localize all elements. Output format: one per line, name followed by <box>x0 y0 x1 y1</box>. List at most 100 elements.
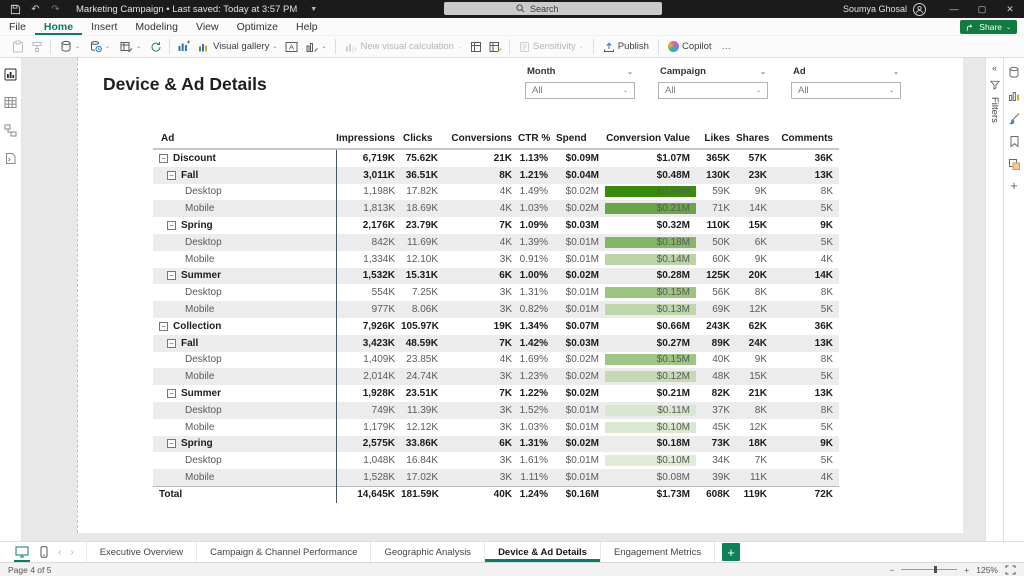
slicer-ad[interactable]: Ad⌄ All⌄ <box>791 65 901 99</box>
zoom-out-button[interactable]: − <box>889 565 894 575</box>
chevron-down-icon[interactable]: ⌄ <box>893 68 899 76</box>
title-caret-icon[interactable]: ▼ <box>310 6 317 13</box>
matrix-row-desktop-8[interactable]: Desktop554K7.25K3K1.31%$0.01M$0.15M56K8K… <box>153 284 839 301</box>
matrix-row-mobile-19[interactable]: Mobile1,528K17.02K3K1.11%$0.01M$0.08M39K… <box>153 469 839 486</box>
collapse-toggle-icon[interactable]: − <box>167 389 176 398</box>
menu-optimize[interactable]: Optimize <box>228 18 287 35</box>
slicer-month-dropdown[interactable]: All⌄ <box>525 82 635 99</box>
matrix-row-fall-1[interactable]: −Fall3,011K36.51K8K1.21%$0.04M$0.48M130K… <box>153 167 839 184</box>
new-visual-icon[interactable] <box>174 38 193 55</box>
model-view-icon[interactable] <box>4 124 17 137</box>
zoom-slider-handle[interactable] <box>934 566 937 573</box>
refresh-icon[interactable] <box>146 38 165 55</box>
dax-query-view-icon[interactable] <box>4 152 17 165</box>
ribbon-more-button[interactable]: … <box>717 38 738 56</box>
column-header-shares[interactable]: Shares <box>736 133 773 144</box>
redo-icon[interactable]: ↷ <box>50 4 61 15</box>
slicer-ad-dropdown[interactable]: All⌄ <box>791 82 901 99</box>
search-input[interactable]: Search <box>444 2 662 15</box>
matrix-row-summer-14[interactable]: −Summer1,928K23.51K7K1.22%$0.02M$0.21M82… <box>153 385 839 402</box>
column-header-conversion-value[interactable]: Conversion Value▼ <box>605 134 696 143</box>
column-header-clicks[interactable]: Clicks <box>401 133 444 144</box>
collapse-toggle-icon[interactable]: − <box>167 439 176 448</box>
build-visual-pane-icon[interactable] <box>1008 89 1021 102</box>
close-button[interactable]: ✕ <box>996 0 1024 18</box>
collapse-toggle-icon[interactable]: − <box>159 322 168 331</box>
publish-button[interactable]: Publish <box>598 38 654 56</box>
paste-icon[interactable] <box>8 38 27 55</box>
page-tab-campaign-channel-performance[interactable]: Campaign & Channel Performance <box>197 542 371 562</box>
mobile-layout-icon[interactable] <box>39 544 49 560</box>
more-visuals-button[interactable]: ⌄ <box>301 38 331 56</box>
fit-to-page-icon[interactable] <box>1005 565 1016 575</box>
matrix-row-spring-17[interactable]: −Spring2,575K33.86K6K1.31%$0.02M$0.18M73… <box>153 436 839 453</box>
matrix-visual[interactable]: AdImpressionsClicksConversionsCTR %Spend… <box>153 128 839 503</box>
text-box-icon[interactable]: A <box>282 38 301 55</box>
page-tab-executive-overview[interactable]: Executive Overview <box>86 542 197 562</box>
visual-gallery-button[interactable]: Visual gallery⌄ <box>193 38 282 56</box>
next-page-icon[interactable]: › <box>70 547 73 558</box>
get-data-button[interactable]: ⌄ <box>55 38 85 56</box>
matrix-row-mobile-3[interactable]: Mobile1,813K18.69K4K1.03%$0.02M$0.21M71K… <box>153 200 839 217</box>
share-button[interactable]: Share ⌄ <box>960 20 1017 34</box>
matrix-row-mobile-13[interactable]: Mobile2,014K24.74K3K1.23%$0.02M$0.12M48K… <box>153 368 839 385</box>
matrix-row-desktop-2[interactable]: Desktop1,198K17.82K4K1.49%$0.02M$0.26M59… <box>153 184 839 201</box>
matrix-row-summer-7[interactable]: −Summer1,532K15.31K6K1.00%$0.02M$0.28M12… <box>153 268 839 285</box>
table-view-icon[interactable] <box>4 96 17 109</box>
menu-file[interactable]: File <box>0 18 35 35</box>
slicer-campaign-dropdown[interactable]: All⌄ <box>658 82 768 99</box>
matrix-row-spring-4[interactable]: −Spring2,176K23.79K7K1.09%$0.03M$0.32M11… <box>153 217 839 234</box>
collapse-toggle-icon[interactable]: − <box>167 339 176 348</box>
collapse-toggle-icon[interactable]: − <box>167 271 176 280</box>
matrix-total-row[interactable]: Total14,645K181.59K40K1.24%$0.16M$1.73M6… <box>153 486 839 503</box>
column-header-ad[interactable]: Ad <box>153 133 336 144</box>
undo-icon[interactable]: ↶ <box>30 4 41 15</box>
page-tab-device-ad-details[interactable]: Device & Ad Details <box>485 542 601 562</box>
report-page[interactable]: Device & Ad Details Month⌄ All⌄ Campaign… <box>77 58 963 533</box>
format-painter-icon[interactable] <box>27 38 46 55</box>
matrix-row-desktop-12[interactable]: Desktop1,409K23.85K4K1.69%$0.02M$0.15M40… <box>153 352 839 369</box>
desktop-layout-icon[interactable] <box>14 544 30 560</box>
filters-pane-collapsed[interactable]: « Filters <box>985 58 1003 541</box>
matrix-row-mobile-9[interactable]: Mobile977K8.06K3K0.82%$0.01M$0.13M69K12K… <box>153 301 839 318</box>
menu-home[interactable]: Home <box>35 18 82 35</box>
matrix-row-mobile-16[interactable]: Mobile1,179K12.12K3K1.03%$0.01M$0.10M45K… <box>153 419 839 436</box>
maximize-button[interactable]: ▢ <box>968 0 996 18</box>
slicer-month[interactable]: Month⌄ All⌄ <box>525 65 635 99</box>
chevron-down-icon[interactable]: ⌄ <box>627 68 633 76</box>
column-header-conversions[interactable]: Conversions <box>444 133 518 144</box>
bookmark-pane-icon[interactable] <box>1009 135 1020 148</box>
transform-data-button[interactable]: ⌄ <box>115 38 146 56</box>
chevron-down-icon[interactable]: ⌄ <box>760 68 766 76</box>
expand-pane-icon[interactable]: « <box>992 63 997 73</box>
matrix-row-mobile-6[interactable]: Mobile1,334K12.10K3K0.91%$0.01M$0.14M60K… <box>153 251 839 268</box>
report-view-icon[interactable] <box>4 68 17 81</box>
prev-page-icon[interactable]: ‹ <box>58 547 61 558</box>
collapse-toggle-icon[interactable]: − <box>159 154 168 163</box>
matrix-row-discount-0[interactable]: −Discount6,719K75.62K21K1.13%$0.09M$1.07… <box>153 150 839 167</box>
matrix-row-desktop-15[interactable]: Desktop749K11.39K3K1.52%$0.01M$0.11M37K8… <box>153 402 839 419</box>
matrix-row-desktop-5[interactable]: Desktop842K11.69K4K1.39%$0.01M$0.18M50K6… <box>153 234 839 251</box>
recent-sources-button[interactable]: ⌄ <box>85 38 115 56</box>
column-header-spend[interactable]: Spend <box>554 133 605 144</box>
menu-help[interactable]: Help <box>287 18 327 35</box>
matrix-row-desktop-18[interactable]: Desktop1,048K16.84K3K1.61%$0.01M$0.10M34… <box>153 452 839 469</box>
copilot-button[interactable]: Copilot <box>663 38 717 56</box>
user-name[interactable]: Soumya Ghosal <box>843 4 907 14</box>
page-tab-engagement-metrics[interactable]: Engagement Metrics <box>601 542 715 562</box>
document-title[interactable]: Marketing Campaign • Last saved: Today a… <box>76 4 297 15</box>
new-measure-icon[interactable] <box>467 38 486 55</box>
matrix-row-fall-11[interactable]: −Fall3,423K48.59K7K1.42%$0.03M$0.27M89K2… <box>153 335 839 352</box>
new-visual-calculation-button[interactable]: fx New visual calculation⌄ <box>340 38 467 56</box>
add-pane-icon[interactable]: + <box>1010 181 1018 191</box>
collapse-toggle-icon[interactable]: − <box>167 171 176 180</box>
avatar[interactable] <box>913 3 926 16</box>
selection-pane-icon[interactable] <box>1008 158 1021 171</box>
add-page-button[interactable]: + <box>722 543 740 561</box>
column-header-comments[interactable]: Comments <box>773 133 839 144</box>
minimize-button[interactable]: — <box>940 0 968 18</box>
menu-view[interactable]: View <box>187 18 228 35</box>
data-pane-icon[interactable] <box>1008 66 1020 79</box>
column-header-ctr[interactable]: CTR % <box>518 133 554 144</box>
menu-modeling[interactable]: Modeling <box>126 18 187 35</box>
